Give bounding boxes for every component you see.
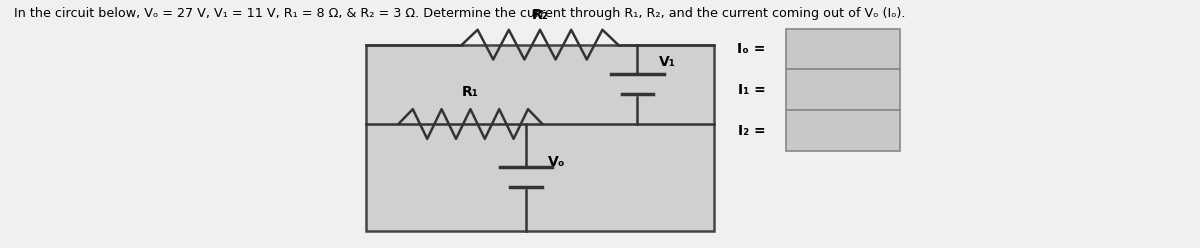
Text: V₁: V₁ (659, 55, 676, 69)
Bar (786, 29, 900, 69)
Bar (786, 110, 900, 151)
Text: R₂: R₂ (532, 8, 548, 22)
Text: Vₒ: Vₒ (547, 155, 565, 169)
Text: I₁ =: I₁ = (738, 83, 766, 97)
Text: Iₒ =: Iₒ = (737, 42, 766, 56)
Text: R₁: R₁ (462, 85, 479, 99)
Text: I₂ =: I₂ = (738, 124, 766, 138)
Bar (786, 69, 900, 110)
Bar (366, 45, 714, 231)
Text: In the circuit below, Vₒ = 27 V, V₁ = 11 V, R₁ = 8 Ω, & R₂ = 3 Ω. Determine the : In the circuit below, Vₒ = 27 V, V₁ = 11… (14, 7, 906, 20)
